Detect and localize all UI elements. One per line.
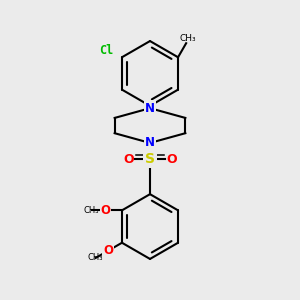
Text: CH₃: CH₃ <box>87 254 103 262</box>
Text: Cl: Cl <box>99 44 113 57</box>
Text: N: N <box>145 102 155 115</box>
Text: O: O <box>123 153 134 166</box>
Text: O: O <box>167 153 177 166</box>
Text: S: S <box>145 152 155 166</box>
Text: N: N <box>145 136 155 149</box>
Text: CH₃: CH₃ <box>83 206 99 215</box>
Text: O: O <box>103 244 113 257</box>
Text: CH₃: CH₃ <box>179 34 196 43</box>
Text: O: O <box>101 204 111 217</box>
